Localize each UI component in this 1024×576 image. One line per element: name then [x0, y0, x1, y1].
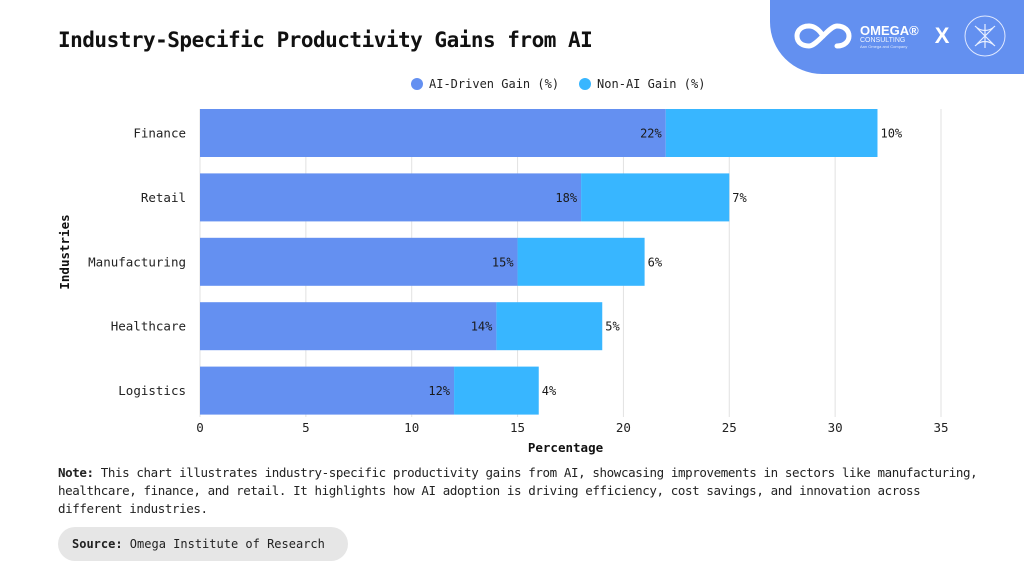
x-tick-label: 20: [616, 420, 631, 435]
legend-swatch-non-ai: [579, 78, 592, 90]
data-label: 7%: [732, 191, 747, 205]
source-text: Omega Institute of Research: [122, 537, 325, 551]
bar-ai-driven-finance: [200, 109, 666, 157]
data-label: 5%: [605, 320, 620, 334]
brand-name: OMEGA®: [860, 22, 919, 38]
brand-separator: X: [934, 23, 950, 48]
data-label: 14%: [471, 320, 493, 334]
bar-ai-driven-logistics: [200, 366, 455, 415]
source-badge: Source: Omega Institute of Research: [58, 527, 348, 561]
bar-non-ai-retail: [581, 173, 730, 222]
y-tick-label: Healthcare: [111, 319, 186, 334]
bar-non-ai-healthcare: [496, 302, 603, 351]
source-label: Source:: [72, 537, 123, 551]
y-tick-label: Retail: [141, 190, 186, 205]
bar-ai-driven-retail: [200, 173, 582, 222]
brand-tagline: Aan Omega and Company: [860, 43, 908, 49]
chart-note: Note: This chart illustrates industry-sp…: [58, 464, 988, 518]
chart-title: Industry-Specific Productivity Gains fro…: [58, 28, 593, 52]
note-label: Note:: [58, 465, 94, 480]
x-tick-label: 35: [933, 420, 948, 435]
data-label: 4%: [542, 384, 557, 398]
bar-ai-driven-healthcare: [200, 302, 497, 351]
y-tick-label: Logistics: [118, 383, 186, 398]
infinity-icon: [794, 23, 852, 49]
legend-item-ai-driven[interactable]: AI-Driven Gain (%): [411, 77, 559, 91]
bar-ai-driven-manufacturing: [200, 237, 518, 286]
note-text: This chart illustrates industry-specific…: [58, 465, 978, 516]
y-axis-title: Industries: [57, 214, 72, 289]
x-tick-label: 25: [722, 420, 737, 435]
data-label: 15%: [492, 255, 514, 269]
x-tick-label: 30: [828, 420, 843, 435]
legend-item-non-ai[interactable]: Non-AI Gain (%): [579, 77, 705, 91]
legend-label: Non-AI Gain (%): [597, 77, 706, 91]
data-label: 12%: [428, 384, 450, 398]
data-label: 18%: [555, 191, 577, 205]
bar-non-ai-logistics: [454, 366, 539, 415]
x-tick-label: 0: [196, 420, 204, 435]
y-tick-label: Finance: [133, 126, 186, 141]
x-tick-label: 5: [302, 420, 310, 435]
data-label: 10%: [880, 127, 902, 141]
bar-non-ai-manufacturing: [517, 237, 645, 286]
data-label: 6%: [648, 255, 663, 269]
chart-legend: AI-Driven Gain (%) Non-AI Gain (%): [411, 77, 705, 91]
y-tick-label: Manufacturing: [88, 254, 186, 269]
x-tick-label: 10: [404, 420, 419, 435]
data-label: 22%: [640, 127, 662, 141]
bar-non-ai-finance: [665, 109, 878, 157]
brand-banner: OMEGA® CONSULTING Aan Omega and Company …: [770, 0, 1024, 74]
x-axis-title: Percentage: [528, 440, 604, 455]
legend-swatch-ai-driven: [411, 78, 423, 90]
brand-subtitle: CONSULTING: [860, 36, 906, 44]
legend-label: AI-Driven Gain (%): [429, 77, 560, 91]
globe-mesh-icon: [964, 15, 1006, 57]
x-tick-label: 15: [510, 420, 525, 435]
